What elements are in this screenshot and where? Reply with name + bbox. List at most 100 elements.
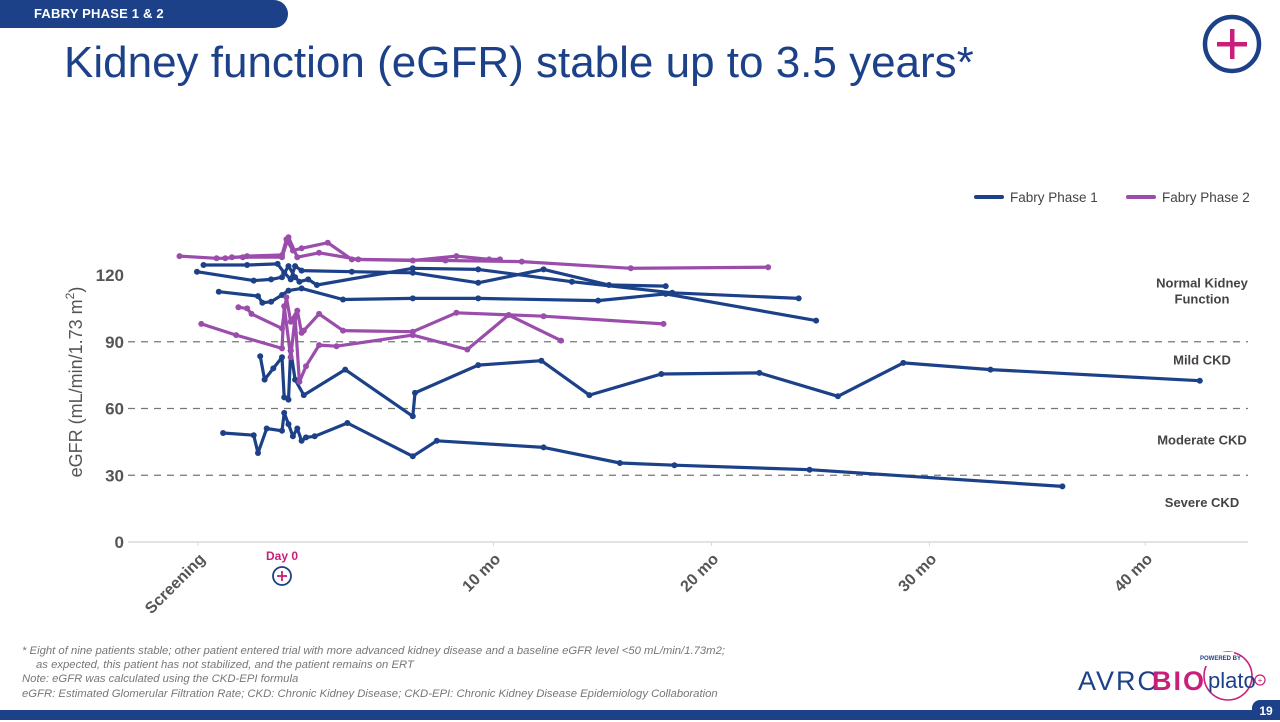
day0-label: Day 0: [266, 549, 298, 563]
data-point: [289, 433, 296, 440]
data-point: [268, 298, 275, 305]
data-point: [257, 353, 264, 360]
data-point: [464, 346, 471, 353]
series-p1-d: [257, 347, 1203, 420]
axis-layer: 0 30 60 90 120 Screening 10 mo 20 mo 30 mo 40 mo: [96, 266, 1248, 618]
data-point: [250, 277, 257, 284]
series-line: [199, 304, 563, 384]
x-tick-label: 40 mo: [1111, 551, 1156, 596]
data-point: [294, 254, 301, 261]
data-point: [283, 294, 290, 301]
data-point: [616, 460, 623, 466]
data-point: [279, 292, 285, 298]
footnote-note: Note: eGFR was calculated using the CKD-…: [22, 673, 299, 686]
data-point: [442, 257, 449, 264]
data-point: [248, 310, 255, 317]
data-point: [244, 262, 251, 268]
data-point: [662, 283, 669, 290]
data-point: [355, 256, 362, 263]
logo-avro: AVRO: [1078, 666, 1161, 696]
data-point: [660, 320, 667, 327]
data-point: [194, 268, 200, 275]
data-point: [255, 293, 261, 300]
data-point: [671, 462, 678, 469]
data-point: [303, 434, 309, 441]
legend-item: Fabry Phase 2: [1126, 190, 1250, 205]
series-p2-d: [198, 303, 564, 385]
data-point: [795, 295, 802, 302]
data-point: [409, 295, 416, 302]
y-tick-label: 90: [105, 333, 124, 352]
y-tick-label: 0: [115, 533, 124, 552]
zone-label: Severe CKD: [1165, 495, 1239, 510]
data-point: [274, 260, 281, 267]
data-point: [987, 366, 994, 373]
data-point: [292, 263, 299, 270]
data-point: [213, 255, 220, 262]
data-point: [316, 310, 323, 317]
data-point: [281, 409, 288, 416]
logo-powered-by: POWERED BY: [1200, 656, 1241, 662]
data-point: [263, 425, 270, 432]
data-point: [279, 354, 285, 361]
zone-label: Normal Kidney: [1156, 276, 1249, 291]
data-point: [285, 421, 292, 428]
svg-text:+: +: [1258, 676, 1263, 685]
data-point: [595, 297, 602, 304]
data-point: [540, 444, 547, 451]
data-point: [756, 369, 763, 376]
plus-circle-icon: [1202, 14, 1262, 74]
data-point: [298, 245, 305, 252]
data-point: [296, 278, 303, 285]
logo-bio: BIO: [1152, 666, 1206, 696]
y-tick-label: 60: [105, 400, 124, 419]
data-point: [540, 266, 547, 273]
data-point: [658, 371, 665, 377]
footnote-asterisk: * Eight of nine patients stable; other p…: [22, 645, 726, 657]
x-tick-label: 20 mo: [678, 551, 723, 596]
data-point: [342, 366, 349, 373]
data-point: [305, 276, 312, 283]
data-point: [505, 312, 512, 318]
data-point: [834, 393, 841, 400]
series-p2-b: [228, 234, 772, 272]
x-tick-label: 10 mo: [460, 551, 505, 596]
avrobio-plato-logo: AVRO BIO POWERED BY plato +: [1078, 651, 1266, 701]
day0-plus-circle-icon: [272, 566, 292, 586]
data-point: [333, 343, 340, 350]
zone-label: Function: [1175, 292, 1230, 307]
data-point: [765, 264, 772, 271]
page-number: 19: [1252, 700, 1280, 720]
data-point: [220, 430, 227, 436]
series-layer: [176, 234, 1203, 490]
data-point: [453, 253, 460, 260]
data-point: [298, 285, 305, 292]
data-point: [409, 453, 416, 460]
data-point: [300, 327, 307, 334]
data-point: [409, 413, 416, 420]
series-line: [195, 264, 801, 300]
data-point: [316, 342, 323, 349]
data-point: [228, 254, 235, 261]
series-p1-e: [220, 409, 1066, 490]
data-point: [261, 376, 268, 383]
data-point: [433, 437, 440, 444]
grid-layer: [128, 341, 1248, 476]
data-point: [250, 432, 257, 439]
data-point: [298, 267, 305, 274]
logo-plato: plato: [1208, 668, 1256, 693]
series-line: [230, 235, 770, 270]
data-point: [540, 313, 547, 320]
data-point: [627, 265, 634, 272]
section-tab: FABRY PHASE 1 & 2: [0, 0, 288, 28]
data-point: [292, 314, 299, 321]
footnote-abbreviations: eGFR: Estimated Glomerular Filtration Ra…: [22, 687, 718, 700]
data-point: [453, 309, 460, 316]
data-point: [285, 234, 292, 241]
page-title: Kidney function (eGFR) stable up to 3.5 …: [64, 38, 974, 87]
legend: Fabry Phase 1 Fabry Phase 2: [974, 190, 1250, 205]
data-point: [409, 269, 416, 276]
data-point: [294, 307, 301, 314]
